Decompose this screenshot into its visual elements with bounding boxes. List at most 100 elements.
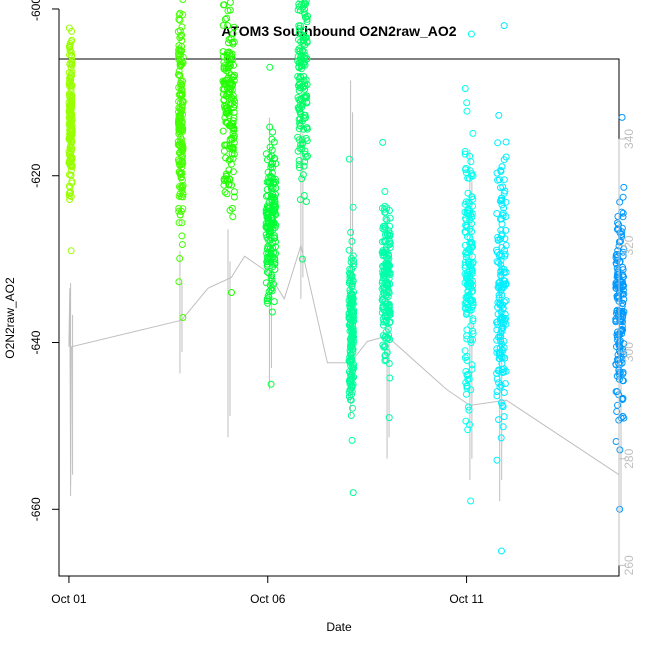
x-tick-label-2: Oct 11 bbox=[449, 592, 484, 606]
data-point bbox=[379, 292, 387, 300]
data-point bbox=[463, 297, 471, 305]
data-point bbox=[66, 40, 74, 47]
data-point bbox=[465, 403, 472, 411]
data-point bbox=[301, 85, 309, 93]
data-point bbox=[347, 372, 355, 379]
data-point bbox=[463, 99, 471, 107]
data-point bbox=[176, 91, 184, 99]
data-point bbox=[301, 41, 309, 49]
data-point bbox=[498, 547, 505, 555]
data-point bbox=[385, 227, 393, 235]
data-point bbox=[380, 284, 388, 292]
data-point bbox=[269, 263, 277, 271]
data-point bbox=[500, 368, 508, 376]
data-point bbox=[230, 139, 238, 147]
data-point bbox=[349, 489, 357, 497]
data-point bbox=[271, 175, 279, 183]
data-point bbox=[220, 62, 228, 70]
data-point bbox=[301, 34, 309, 42]
data-point bbox=[230, 150, 238, 158]
data-point bbox=[267, 255, 275, 263]
series-cluster-1 bbox=[174, 0, 187, 321]
data-point bbox=[619, 248, 627, 256]
data-point bbox=[65, 171, 73, 179]
data-point bbox=[462, 305, 469, 313]
data-point bbox=[613, 260, 621, 268]
data-point bbox=[298, 255, 306, 263]
data-point bbox=[467, 280, 475, 287]
data-point bbox=[461, 85, 469, 92]
data-point bbox=[176, 72, 184, 79]
data-point bbox=[300, 2, 307, 10]
data-point bbox=[176, 170, 184, 178]
data-point bbox=[463, 382, 471, 390]
data-point bbox=[350, 288, 358, 296]
data-point bbox=[493, 375, 501, 383]
data-point bbox=[616, 505, 624, 513]
data-point bbox=[497, 381, 505, 389]
data-point bbox=[493, 345, 501, 353]
data-point bbox=[497, 313, 505, 321]
data-point bbox=[302, 92, 310, 100]
data-point bbox=[295, 125, 303, 133]
data-point bbox=[176, 255, 184, 262]
data-point bbox=[229, 168, 237, 176]
data-point bbox=[230, 95, 238, 103]
data-point bbox=[225, 112, 233, 120]
series-cluster-4 bbox=[294, 0, 311, 263]
data-point bbox=[176, 183, 183, 191]
data-point bbox=[382, 318, 390, 326]
data-point bbox=[379, 138, 387, 146]
data-point bbox=[381, 188, 389, 195]
data-point bbox=[220, 175, 228, 183]
data-point bbox=[179, 190, 187, 198]
data-point bbox=[265, 218, 273, 226]
data-point bbox=[221, 141, 229, 149]
data-point bbox=[269, 163, 277, 171]
data-point bbox=[386, 271, 394, 278]
secondary-tick-label-4: 340 bbox=[622, 129, 636, 149]
data-point bbox=[616, 446, 624, 454]
data-point bbox=[495, 111, 503, 119]
data-point bbox=[221, 80, 229, 88]
secondary-series-layer bbox=[68, 80, 622, 534]
data-point bbox=[349, 277, 357, 285]
data-point bbox=[65, 69, 73, 77]
data-point bbox=[349, 252, 357, 260]
data-point bbox=[223, 76, 231, 84]
data-point bbox=[346, 375, 354, 383]
data-point bbox=[501, 235, 509, 243]
data-point bbox=[67, 88, 75, 96]
data-point bbox=[383, 255, 391, 263]
series-cluster-6 bbox=[378, 138, 394, 422]
data-point bbox=[226, 89, 233, 97]
data-point bbox=[386, 308, 394, 316]
data-point bbox=[222, 154, 230, 162]
data-point bbox=[382, 253, 390, 261]
data-point bbox=[619, 213, 627, 221]
data-point bbox=[499, 324, 507, 332]
data-point bbox=[467, 336, 475, 344]
data-point bbox=[502, 153, 510, 161]
data-point bbox=[267, 286, 275, 294]
data-point bbox=[466, 247, 474, 255]
data-point bbox=[614, 219, 621, 227]
data-point bbox=[227, 71, 235, 79]
data-point bbox=[294, 147, 302, 155]
data-point bbox=[178, 219, 186, 227]
y-tick-label-3: -660 bbox=[29, 497, 43, 521]
data-point bbox=[497, 316, 505, 324]
data-point bbox=[613, 333, 621, 341]
data-point bbox=[265, 231, 273, 239]
data-point bbox=[269, 128, 277, 136]
data-point bbox=[219, 85, 227, 93]
data-point bbox=[224, 176, 231, 184]
data-point bbox=[229, 213, 237, 221]
data-point bbox=[67, 247, 75, 255]
data-point bbox=[495, 251, 503, 259]
data-point bbox=[296, 115, 304, 123]
data-point bbox=[466, 167, 474, 175]
data-point bbox=[295, 3, 303, 11]
data-point bbox=[265, 215, 273, 223]
data-point bbox=[347, 412, 355, 419]
